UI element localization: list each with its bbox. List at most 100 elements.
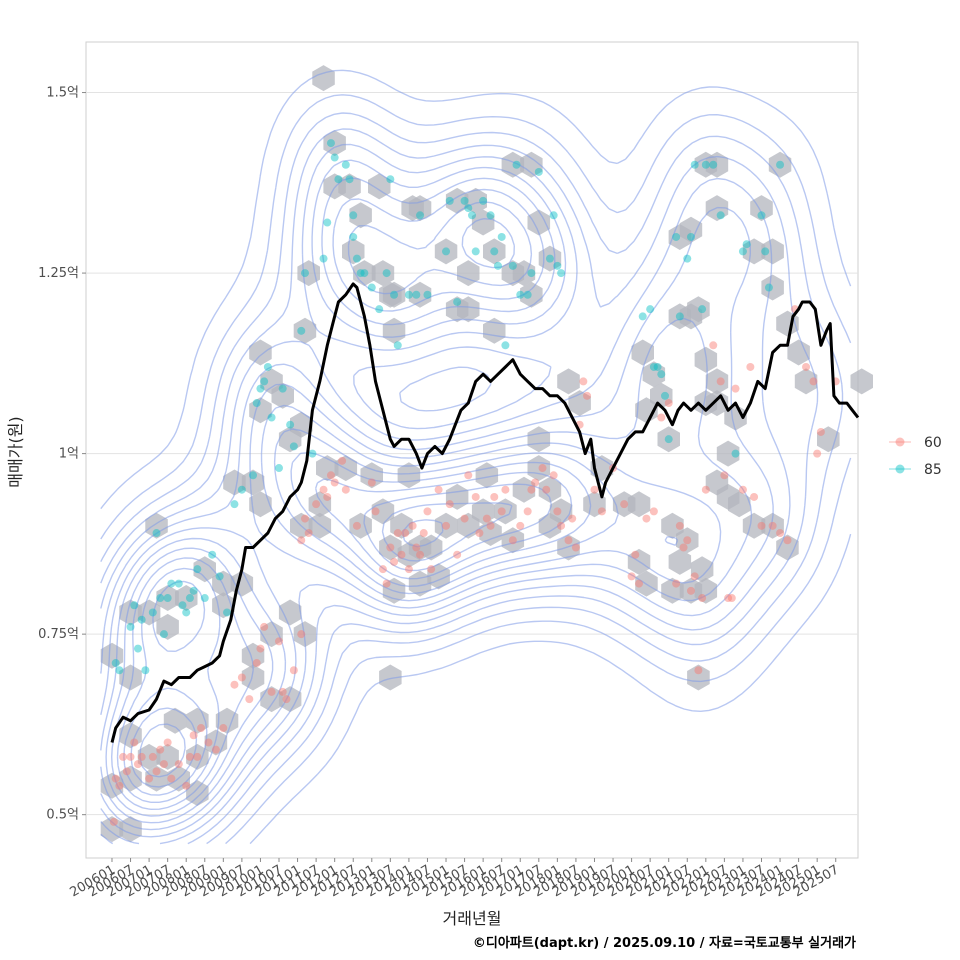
- data-point-85: [137, 615, 146, 624]
- data-point-85: [193, 565, 202, 574]
- hexbin-cell: [705, 368, 729, 395]
- hexbin-cell: [557, 534, 580, 561]
- data-point-60: [197, 724, 206, 733]
- density-contour: [116, 471, 573, 803]
- hexbin-cell: [379, 664, 402, 691]
- data-point-85: [267, 413, 276, 422]
- data-point-60: [542, 485, 551, 494]
- data-point-60: [486, 521, 495, 530]
- data-point-60: [442, 521, 451, 530]
- data-point-60: [304, 529, 313, 538]
- y-tick-label: 1.5억: [46, 86, 79, 101]
- hexbin-cell: [631, 339, 654, 366]
- data-point-60: [816, 427, 825, 436]
- hexbin-cell: [241, 664, 265, 691]
- data-point-85: [553, 261, 562, 270]
- data-point-60: [282, 695, 291, 704]
- data-point-85: [352, 254, 361, 263]
- data-point-85: [672, 232, 681, 241]
- data-point-60: [709, 341, 718, 350]
- data-point-85: [508, 261, 517, 270]
- density-contour: [100, 143, 791, 845]
- hexbin-cell: [186, 743, 209, 770]
- hexbin-cell: [761, 274, 784, 301]
- data-point-60: [627, 572, 636, 581]
- y-tick-label: 0.75억: [38, 627, 79, 642]
- data-point-60: [664, 399, 673, 408]
- data-point-85: [490, 247, 499, 256]
- data-point-60: [230, 680, 239, 689]
- hexbin-cell: [627, 491, 651, 518]
- data-point-60: [501, 485, 510, 494]
- data-point-60: [371, 507, 380, 516]
- data-point-85: [345, 175, 354, 184]
- hexbin-cell: [661, 512, 684, 539]
- data-point-60: [330, 478, 339, 487]
- data-point-85: [152, 529, 161, 538]
- hexbin-cell: [457, 296, 480, 323]
- data-point-85: [223, 608, 232, 617]
- hexbin-cell: [687, 296, 710, 323]
- hexbin-cell: [156, 613, 179, 640]
- hexbin-cell: [471, 209, 495, 236]
- hexbin-cell: [794, 368, 818, 395]
- data-point-60: [523, 507, 532, 516]
- hexbin-cell: [293, 317, 317, 344]
- data-point-60: [126, 752, 135, 761]
- data-point-85: [545, 254, 554, 263]
- hexbin-cell: [475, 462, 499, 489]
- data-point-60: [553, 507, 562, 516]
- data-point-85: [252, 399, 261, 408]
- data-point-60: [620, 500, 629, 509]
- scatter-points: [109, 139, 840, 826]
- data-point-60: [252, 659, 261, 668]
- data-point-60: [393, 529, 402, 538]
- data-point-85: [764, 283, 773, 292]
- data-point-60: [694, 666, 703, 675]
- data-point-85: [404, 290, 413, 299]
- hexbin-cell: [349, 202, 372, 229]
- data-point-85: [657, 370, 666, 379]
- data-point-60: [571, 543, 580, 552]
- data-point-60: [768, 521, 777, 530]
- data-point-85: [386, 175, 395, 184]
- data-point-85: [382, 269, 391, 278]
- data-point-85: [486, 211, 495, 220]
- hexbin-cell: [520, 151, 543, 178]
- hexbin-cell: [457, 260, 480, 287]
- data-point-60: [557, 521, 566, 530]
- data-point-85: [326, 139, 335, 148]
- hexbin-cell: [479, 520, 502, 546]
- data-point-85: [493, 261, 502, 270]
- data-point-60: [590, 485, 599, 494]
- data-point-85: [349, 211, 358, 220]
- hexbin-cell: [705, 151, 729, 178]
- data-point-85: [200, 594, 209, 603]
- data-point-60: [683, 536, 692, 545]
- data-point-60: [119, 752, 128, 761]
- data-point-85: [215, 572, 224, 581]
- hexbin-cell: [676, 527, 699, 554]
- hexbin-cell: [175, 585, 198, 611]
- hexbin-cell: [690, 556, 714, 583]
- density-contour: [100, 188, 722, 824]
- x-axis: 2006012006072007012007072008012008072009…: [67, 858, 842, 900]
- data-point-60: [724, 594, 733, 603]
- density-contour: [105, 201, 679, 817]
- data-point-85: [167, 579, 176, 588]
- data-point-60: [300, 514, 309, 523]
- hexbin-cell: [379, 281, 402, 308]
- hexbin-cell: [687, 664, 710, 691]
- hexbin-cell: [342, 238, 365, 265]
- data-point-60: [813, 449, 822, 458]
- data-point-60: [497, 507, 506, 516]
- data-point-60: [148, 752, 157, 761]
- data-point-60: [583, 391, 592, 400]
- data-point-85: [557, 269, 566, 278]
- data-point-85: [208, 550, 217, 559]
- data-point-85: [237, 485, 246, 494]
- density-contour: [100, 94, 852, 845]
- data-point-85: [638, 312, 647, 321]
- hexbin-cell: [290, 411, 313, 438]
- data-point-85: [709, 160, 718, 169]
